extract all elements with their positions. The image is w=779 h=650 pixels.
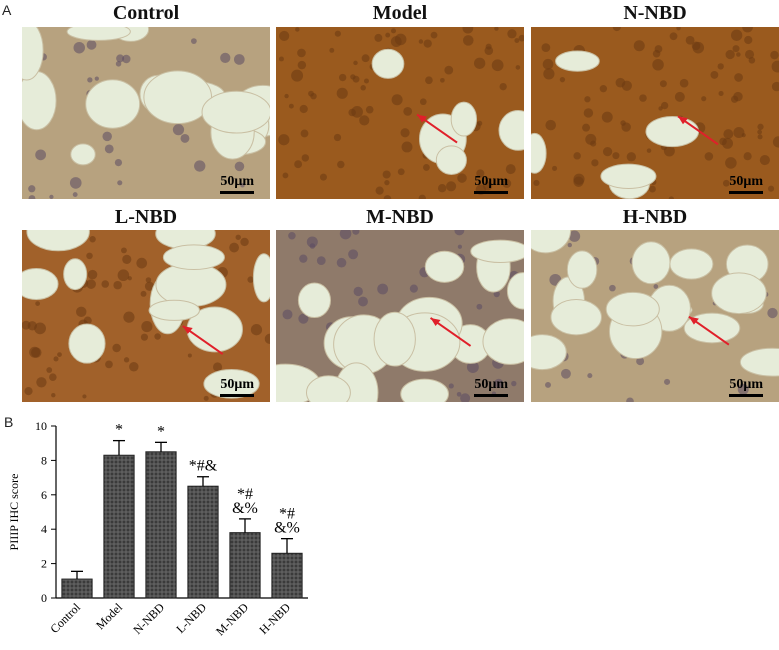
y-tick-label: 2 — [41, 557, 47, 571]
y-tick-label: 0 — [41, 591, 47, 605]
panel-b-label: B — [4, 414, 14, 430]
y-tick-label: 4 — [41, 522, 47, 536]
bar-l-nbd — [187, 485, 219, 599]
micrograph-n-nbd: 50μm — [531, 27, 779, 199]
x-tick-label: Control — [47, 600, 83, 636]
micrograph-h-nbd: 50μm — [531, 230, 779, 402]
y-tick-label: 8 — [41, 453, 47, 467]
significance-label: *#& — [189, 458, 218, 475]
bar-n-nbd — [145, 451, 177, 599]
significance-label: *# — [237, 486, 253, 503]
tissue-image — [531, 27, 779, 199]
y-axis-label: PIIIP IHC score — [7, 474, 21, 551]
x-tick-label: H-NBD — [256, 600, 293, 637]
x-tick-label: M-NBD — [213, 600, 251, 638]
micrograph-title-m-nbd: M-NBD — [366, 206, 434, 228]
tissue-image — [22, 27, 270, 199]
micrograph-l-nbd: 50μm — [22, 230, 270, 402]
bar-model — [103, 454, 135, 599]
y-tick-label: 10 — [35, 419, 47, 433]
scale-bar: 50μm — [729, 377, 763, 397]
significance-label: * — [115, 422, 123, 439]
tissue-image — [22, 230, 270, 402]
micrograph-title-h-nbd: H-NBD — [622, 206, 688, 228]
micrograph-title-control: Control — [112, 2, 180, 24]
panel-a-label: A — [2, 2, 12, 18]
micrograph-model: 50μm — [276, 27, 524, 199]
micrograph-title-n-nbd: N-NBD — [623, 2, 687, 24]
bar-h-nbd — [271, 552, 303, 599]
y-tick-label: 6 — [41, 488, 47, 502]
bar-control — [61, 578, 93, 599]
micrograph-title-model: Model — [372, 2, 428, 24]
scale-bar: 50μm — [474, 377, 508, 397]
scale-bar: 50μm — [220, 174, 254, 194]
bar-chart: PIIIP IHC score 0 2 4 6 8 10 Control * Model * N-NB… — [7, 419, 308, 638]
scale-bar: 50μm — [729, 174, 763, 194]
tissue-image — [276, 230, 524, 402]
significance-label: &% — [274, 520, 300, 537]
bar-m-nbd — [229, 532, 261, 599]
micrograph-m-nbd: 50μm — [276, 230, 524, 402]
significance-label: * — [157, 423, 165, 440]
micrograph-title-l-nbd: L-NBD — [114, 206, 178, 228]
tissue-image — [531, 230, 779, 402]
tissue-image — [276, 27, 524, 199]
scale-bar: 50μm — [474, 174, 508, 194]
significance-label: *# — [279, 506, 295, 523]
x-tick-label: N-NBD — [130, 600, 167, 637]
significance-label: &% — [232, 500, 258, 517]
micrograph-control: 50μm — [22, 27, 270, 199]
x-tick-label: L-NBD — [173, 600, 209, 636]
scale-bar: 50μm — [220, 377, 254, 397]
x-tick-label: Model — [93, 600, 126, 633]
